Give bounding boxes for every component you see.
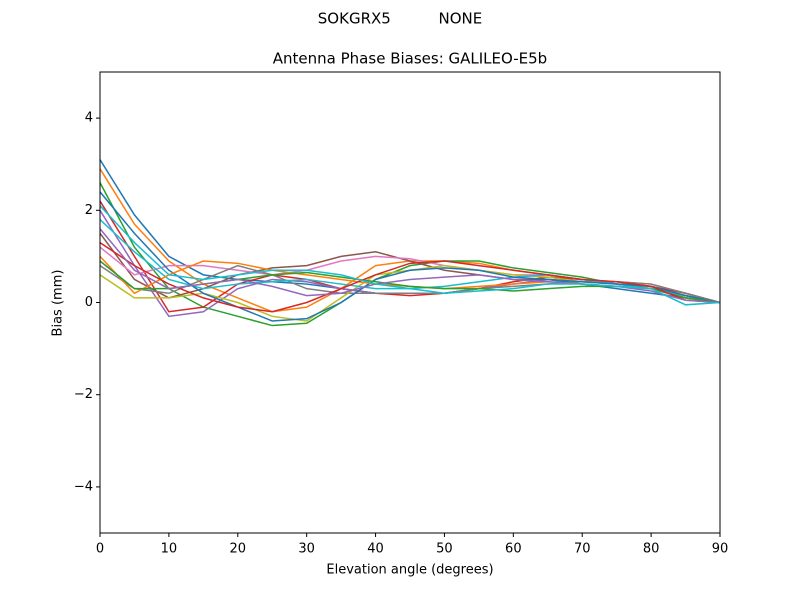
series-line [99,232,721,304]
x-tick-label: 20 [230,542,247,557]
x-tick-label: 60 [505,542,522,557]
chart-title: Antenna Phase Biases: GALILEO-E5b [273,50,547,68]
y-tick-label: −2 [74,387,93,402]
x-axis-label: Elevation angle (degrees) [326,563,493,578]
x-tick-label: 70 [574,542,591,557]
series-line [99,159,721,304]
series-line [99,205,721,306]
series-line [99,241,721,313]
y-tick-label: 2 [85,203,93,218]
y-tick-label: 4 [85,111,93,126]
suptitle: SOKGRX5 NONE [318,10,482,28]
x-tick-label: 50 [436,542,453,557]
x-tick-label: 30 [298,542,315,557]
y-axis-label: Bias (mm) [51,270,66,337]
x-tick-label: 40 [367,542,384,557]
x-tick-label: 0 [96,542,104,557]
plot-area [99,159,721,327]
series-line [99,191,721,322]
x-tick-label: 80 [643,542,660,557]
x-tick-label: 90 [712,542,729,557]
series-line [99,182,721,327]
y-tick-label: 0 [85,295,93,310]
y-tick-label: −4 [74,479,93,494]
x-tick-label: 10 [161,542,178,557]
axes-frame [99,71,721,534]
